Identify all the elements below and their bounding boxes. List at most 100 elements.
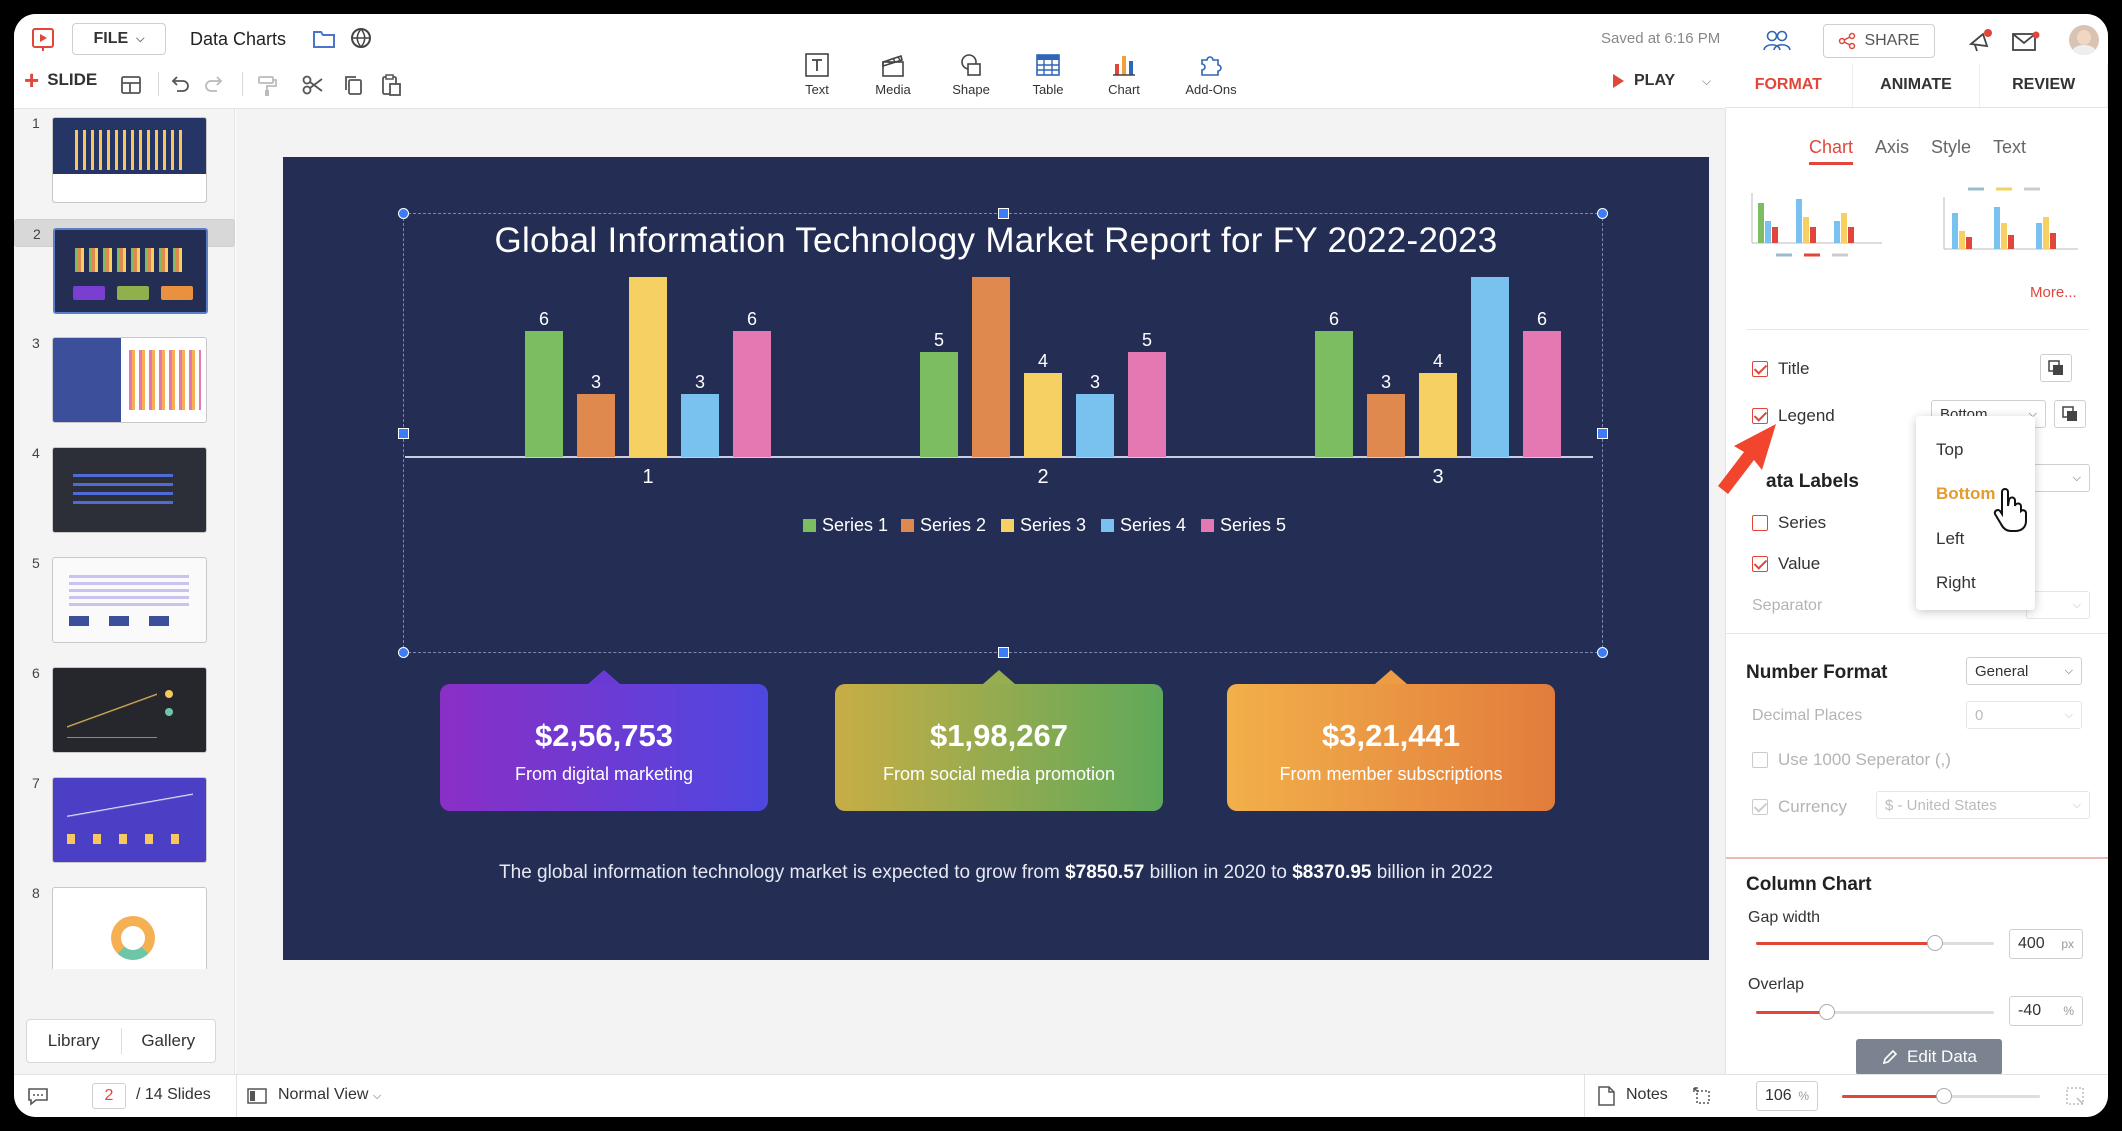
notes-button[interactable]: Notes — [1626, 1086, 1668, 1103]
legend-option-top[interactable]: Top — [1936, 440, 1964, 459]
tab-animate[interactable]: ANIMATE — [1853, 64, 1981, 107]
library-button[interactable]: Library — [47, 1031, 100, 1050]
kpi-card-social[interactable]: $1,98,267 From social media promotion — [835, 670, 1163, 811]
thumbnail-slide-3[interactable]: 3 — [14, 329, 235, 435]
legend-option-left[interactable]: Left — [1936, 529, 1965, 548]
data-labels-select[interactable]: ⌵ — [2026, 464, 2090, 492]
thousand-separator-toggle[interactable]: Use 1000 Seperator (,) — [1752, 750, 1951, 770]
subtab-axis[interactable]: Axis — [1874, 137, 1909, 157]
gallery-button[interactable]: Gallery — [141, 1031, 196, 1050]
chart-title[interactable]: Global Information Technology Market Rep… — [494, 221, 1498, 260]
currency-toggle[interactable]: Currency — [1752, 797, 1847, 817]
chart-bar[interactable] — [1523, 331, 1561, 457]
mail-icon[interactable] — [2011, 30, 2041, 54]
x-tick-label[interactable]: 3 — [1432, 466, 1443, 488]
layout-icon[interactable] — [118, 72, 144, 98]
chart-bar[interactable] — [972, 277, 1010, 457]
slide-footer-text[interactable]: The global information technology market… — [283, 862, 1709, 884]
thumbnail-slide-2[interactable]: 2 — [14, 219, 235, 314]
thumbnail-slide-7[interactable]: 7 — [14, 769, 235, 875]
title-options-button[interactable] — [2040, 354, 2072, 382]
x-tick-label[interactable]: 2 — [1037, 466, 1048, 488]
overlap-input[interactable]: -40% — [2009, 996, 2083, 1026]
chart-bar[interactable] — [681, 394, 719, 457]
chart-bar[interactable] — [733, 331, 771, 457]
user-avatar[interactable] — [2069, 25, 2099, 55]
slider-knob[interactable] — [1819, 1004, 1836, 1020]
x-tick-label[interactable]: 1 — [642, 466, 653, 488]
currency-select[interactable]: $ - United States ⌵ — [1876, 791, 2090, 819]
decimal-places-select[interactable]: 0 ⌵ — [1966, 701, 2082, 729]
legend-options-button[interactable] — [2054, 400, 2086, 428]
tab-format[interactable]: FORMAT — [1725, 64, 1853, 107]
legend-entry[interactable]: Series 1 — [822, 515, 888, 535]
subtab-text[interactable]: Text — [1993, 137, 2027, 157]
resize-handle[interactable] — [398, 428, 409, 439]
file-menu-button[interactable]: FILE ⌵ — [72, 23, 166, 55]
tab-review[interactable]: REVIEW — [1980, 64, 2108, 107]
insert-chart-button[interactable]: Chart — [1089, 52, 1159, 97]
gap-width-slider[interactable] — [1756, 935, 1994, 951]
insert-table-button[interactable]: Table — [1013, 52, 1083, 97]
resize-handle[interactable] — [1597, 428, 1608, 439]
copy-icon[interactable] — [340, 72, 366, 98]
more-styles-link[interactable]: More... — [2030, 284, 2077, 301]
legend-entry[interactable]: Series 5 — [1220, 515, 1286, 535]
subtab-chart[interactable]: Chart — [1808, 137, 1853, 165]
legend-option-bottom[interactable]: Bottom — [1936, 484, 1996, 503]
data-label[interactable]: 3 — [591, 372, 601, 392]
chart-bar[interactable] — [1128, 352, 1166, 457]
data-label[interactable]: 5 — [934, 330, 944, 350]
data-label[interactable]: 6 — [1537, 309, 1547, 329]
chart-bar[interactable] — [1315, 331, 1353, 457]
view-mode-select[interactable]: Normal View ⌵ — [278, 1086, 381, 1104]
thumbnail-slide-4[interactable]: 4 — [14, 439, 235, 545]
slider-knob[interactable] — [1926, 935, 1943, 951]
data-label[interactable]: 6 — [1329, 309, 1339, 329]
chart-bar[interactable] — [1076, 394, 1114, 457]
chart-bar[interactable] — [577, 394, 615, 457]
legend-swatch[interactable] — [1201, 519, 1214, 532]
value-checkbox[interactable] — [1752, 556, 1768, 572]
data-label[interactable]: 6 — [539, 309, 549, 329]
chart-bar[interactable] — [1367, 394, 1405, 457]
resize-handle[interactable] — [998, 208, 1009, 219]
currency-checkbox[interactable] — [1752, 799, 1768, 815]
data-label[interactable]: 3 — [1090, 372, 1100, 392]
resize-handle[interactable] — [1597, 647, 1608, 658]
kpi-card-digital[interactable]: $2,56,753 From digital marketing — [440, 670, 768, 811]
legend-entry[interactable]: Series 4 — [1120, 515, 1186, 535]
app-logo-icon[interactable] — [30, 26, 56, 52]
chart-bar[interactable] — [920, 352, 958, 457]
chart-bar[interactable] — [525, 331, 563, 457]
legend-toggle[interactable]: Legend — [1752, 406, 1835, 426]
thousand-separator-checkbox[interactable] — [1752, 752, 1768, 768]
resize-handle[interactable] — [398, 647, 409, 658]
subtab-style[interactable]: Style — [1930, 137, 1972, 157]
fit-screen-icon[interactable] — [1692, 1086, 1714, 1108]
thumbnail-slide-5[interactable]: 5 — [14, 549, 235, 655]
legend-entry[interactable]: Series 3 — [1020, 515, 1086, 535]
legend-swatch[interactable] — [1001, 519, 1014, 532]
value-label-toggle[interactable]: Value — [1752, 554, 1820, 574]
redo-icon[interactable] — [202, 72, 228, 98]
announcement-icon[interactable] — [1965, 26, 1995, 56]
current-page-input[interactable]: 2 — [92, 1083, 126, 1109]
thumbnail-slide-1[interactable]: 1 — [14, 109, 235, 215]
legend-swatch[interactable] — [1101, 519, 1114, 532]
data-label[interactable]: 3 — [695, 372, 705, 392]
edit-data-button[interactable]: Edit Data — [1856, 1039, 2002, 1075]
legend-entry[interactable]: Series 2 — [920, 515, 986, 535]
fullscreen-icon[interactable] — [2064, 1085, 2086, 1107]
chart-style-preset-1[interactable] — [1746, 183, 1886, 263]
slide-2[interactable]: Global Information Technology Market Rep… — [283, 157, 1709, 960]
title-toggle[interactable]: Title — [1752, 359, 1810, 379]
chart-bar[interactable] — [629, 277, 667, 457]
document-title[interactable]: Data Charts — [190, 29, 287, 49]
zoom-slider[interactable] — [1842, 1088, 2040, 1104]
resize-handle[interactable] — [998, 647, 1009, 658]
resize-handle[interactable] — [398, 208, 409, 219]
format-painter-icon[interactable] — [254, 72, 280, 98]
insert-media-button[interactable]: Media — [858, 52, 928, 97]
